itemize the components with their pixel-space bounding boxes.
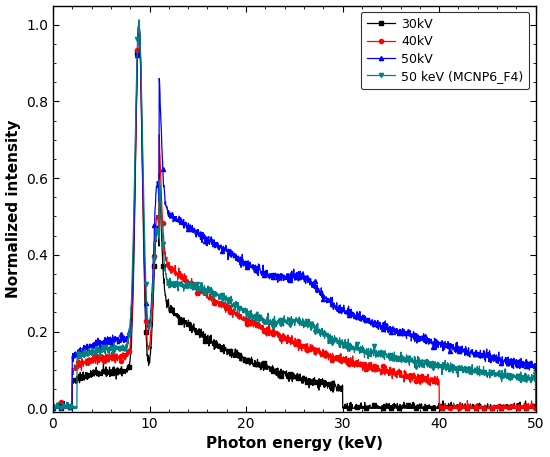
30kV xyxy=(532,405,539,411)
50 keV (MCNP6_F4) xyxy=(74,357,81,362)
50 keV (MCNP6_F4) xyxy=(519,378,525,384)
40kV xyxy=(285,332,292,338)
50kV xyxy=(532,405,539,411)
50kV xyxy=(135,21,142,27)
Line: 30kV: 30kV xyxy=(51,23,538,410)
40kV xyxy=(430,377,437,383)
40kV xyxy=(74,366,81,371)
50kV xyxy=(50,405,56,411)
40kV xyxy=(519,405,525,411)
30kV xyxy=(75,378,81,384)
50kV xyxy=(272,270,278,276)
50 keV (MCNP6_F4) xyxy=(272,319,278,324)
Line: 40kV: 40kV xyxy=(51,22,538,410)
40kV xyxy=(532,404,539,410)
30kV xyxy=(519,405,525,410)
40kV xyxy=(519,403,525,408)
50kV xyxy=(285,279,292,285)
30kV xyxy=(272,371,279,377)
40kV xyxy=(50,405,56,411)
X-axis label: Photon energy (keV): Photon energy (keV) xyxy=(206,436,383,452)
Line: 50 keV (MCNP6_F4): 50 keV (MCNP6_F4) xyxy=(51,18,538,410)
30kV xyxy=(50,405,57,411)
50kV xyxy=(519,361,525,367)
40kV xyxy=(135,22,142,27)
40kV xyxy=(272,333,278,338)
30kV xyxy=(519,405,525,411)
50kV xyxy=(74,348,81,353)
30kV xyxy=(136,22,142,27)
50 keV (MCNP6_F4) xyxy=(50,405,56,411)
30kV xyxy=(430,405,437,411)
50 keV (MCNP6_F4) xyxy=(532,401,539,406)
50kV xyxy=(430,344,437,350)
50 keV (MCNP6_F4) xyxy=(136,17,142,22)
Line: 50kV: 50kV xyxy=(51,21,538,410)
50 keV (MCNP6_F4) xyxy=(430,365,437,371)
30kV xyxy=(285,374,292,379)
50kV xyxy=(519,359,525,365)
50 keV (MCNP6_F4) xyxy=(285,316,292,322)
Y-axis label: Normalized intensity: Normalized intensity xyxy=(6,120,20,298)
50 keV (MCNP6_F4) xyxy=(519,374,525,380)
Legend: 30kV, 40kV, 50kV, 50 keV (MCNP6_F4): 30kV, 40kV, 50kV, 50 keV (MCNP6_F4) xyxy=(361,12,530,90)
30kV xyxy=(50,404,56,410)
